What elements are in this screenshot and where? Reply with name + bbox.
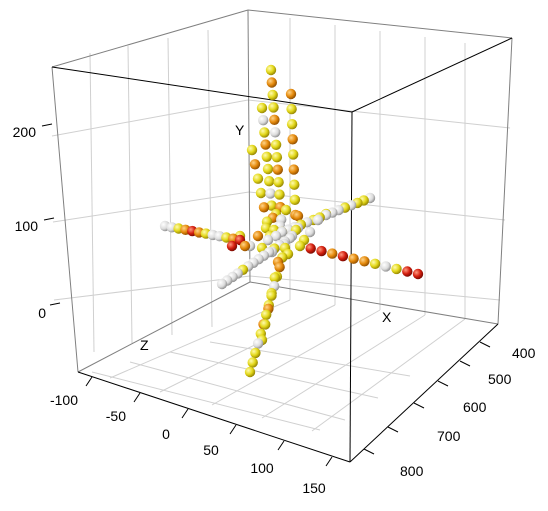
z-axis [85,376,333,467]
x-tick-label: 400 [512,345,536,361]
data-point [289,179,300,190]
data-point [269,272,280,283]
data-point [280,204,292,216]
data-point [250,347,261,359]
data-point [249,159,261,170]
data-point [270,139,282,150]
data-point [288,164,299,175]
data-point [285,88,297,100]
data-point [262,234,274,246]
data-point [304,226,316,238]
data-point [327,248,338,259]
x-tick-label: 600 [463,399,487,415]
x-tick-label: 500 [488,371,512,387]
data-point [270,127,281,138]
data-point [266,290,277,301]
data-point [270,230,282,242]
data-point [274,189,285,200]
z-tick-label: 50 [203,442,219,458]
data-point [255,187,267,199]
z-tick-label: 150 [302,480,326,496]
data-point [271,152,283,163]
y-tick-label: 100 [15,218,39,234]
data-point [391,263,402,275]
data-point [260,319,271,330]
data-point [286,103,297,115]
data-point [265,64,277,76]
z-axis-label: Z [140,337,149,353]
data-points [159,64,424,378]
data-point [268,102,279,113]
data-point [252,338,264,349]
data-point [348,253,359,264]
data-point [286,119,298,130]
z-tick-label: -50 [106,408,126,424]
data-point [402,266,413,277]
y-tick-label: 200 [13,124,37,140]
grid-lines [51,18,511,432]
data-point [256,102,268,114]
y-tick-label: 0 [38,305,46,321]
data-point [272,164,283,175]
z-tick-label: -100 [50,392,78,408]
data-point [264,176,275,187]
data-point [226,240,238,252]
data-point [316,245,327,257]
x-axis [363,341,491,455]
data-point [269,114,280,126]
data-point [294,240,306,252]
data-point [412,268,424,280]
data-point [380,261,391,272]
data-point [262,163,274,175]
z-tick-label: 0 [162,426,170,442]
data-point [258,202,270,213]
data-point [289,194,301,205]
front-box-edges [51,37,513,463]
data-point [260,222,272,234]
data-point [287,134,298,145]
x-axis-label: X [382,309,392,325]
data-point [359,256,370,267]
data-point [261,151,272,162]
y-axis [41,123,61,306]
data-point [369,258,381,269]
data-point [266,77,277,88]
data-point [244,366,256,378]
data-point [337,251,349,262]
data-point [258,115,269,126]
data-point [292,210,304,222]
data-point [239,240,251,252]
data-point [265,188,276,199]
data-point [259,127,270,138]
z-tick-label: 100 [250,460,274,476]
x-tick-label: 800 [400,463,424,479]
x-tick-label: 700 [437,428,461,444]
data-point [246,144,258,156]
data-point [247,357,258,368]
data-point [273,177,284,188]
y-axis-label: Y [235,122,245,138]
data-point [261,309,272,320]
data-point [252,230,264,242]
data-point [274,261,285,273]
data-point [216,278,228,290]
data-point [260,139,271,150]
data-point [312,214,324,226]
data-point [267,89,278,101]
data-point [252,173,264,184]
data-point [305,243,316,254]
data-point [288,149,299,160]
